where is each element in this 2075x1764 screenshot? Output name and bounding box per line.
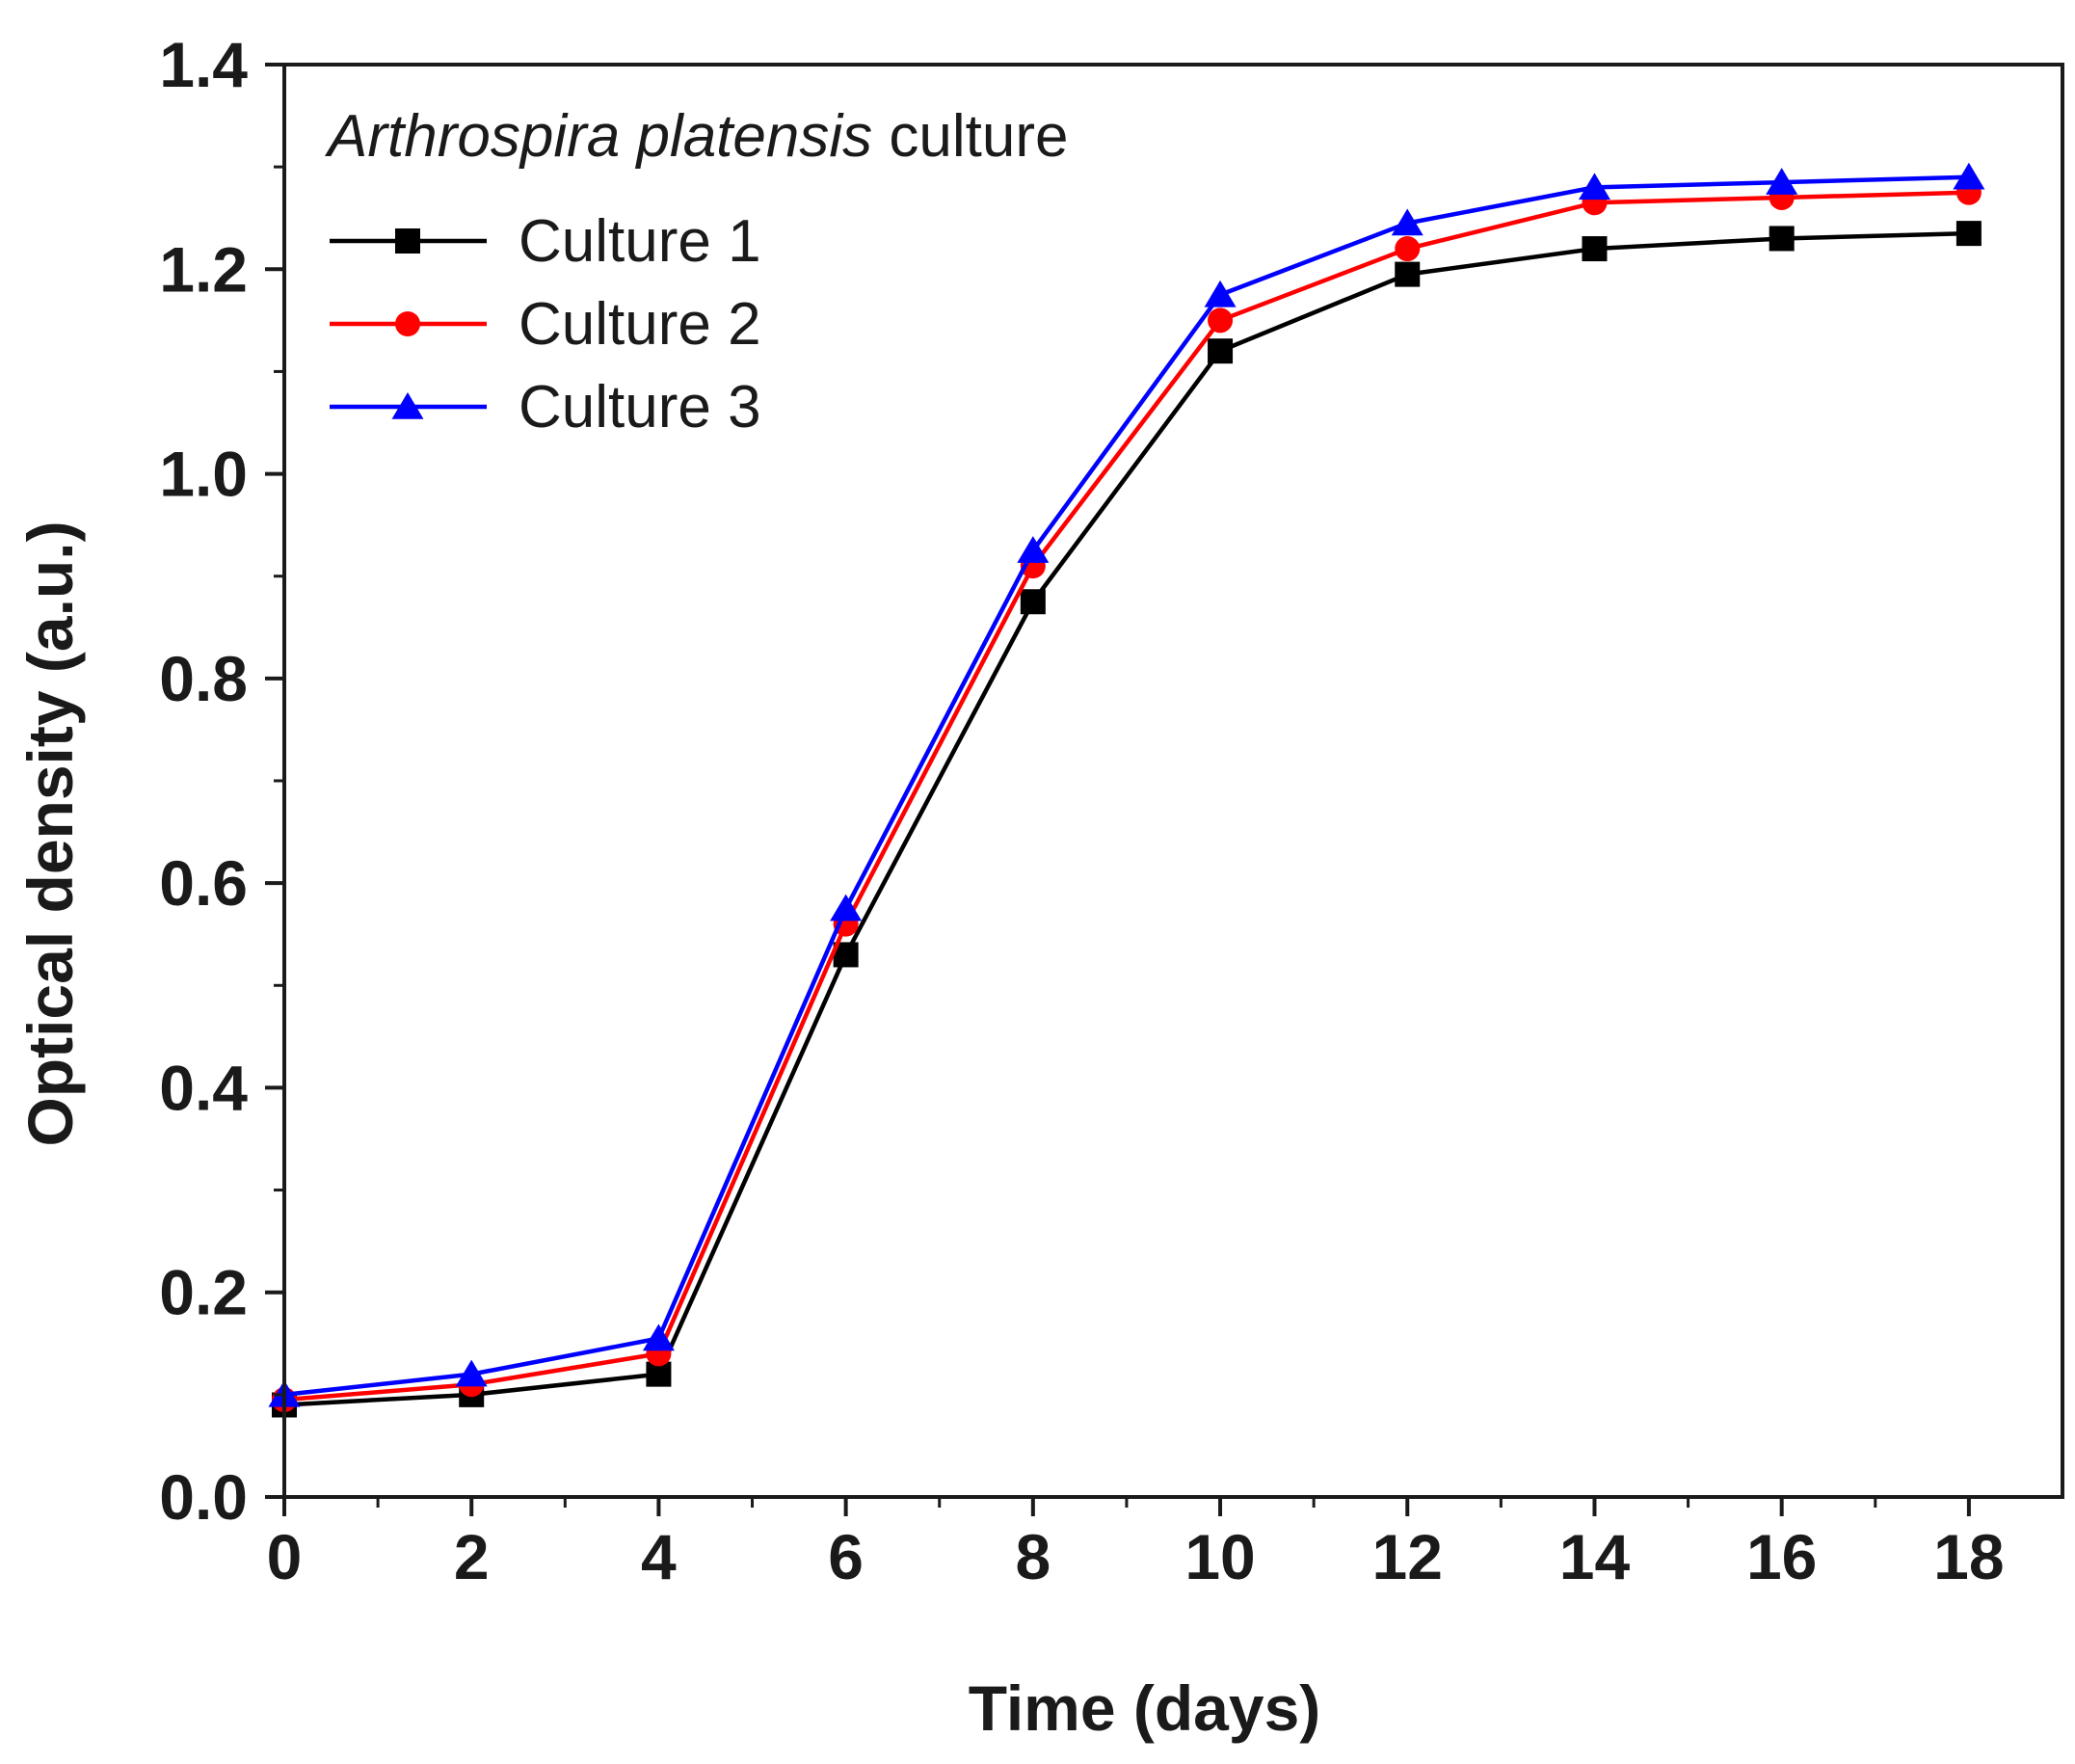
- y-tick-label: 0.0: [159, 1461, 248, 1533]
- x-tick-label: 12: [1372, 1521, 1443, 1592]
- data-point: [1208, 307, 1234, 334]
- data-point: [1769, 226, 1795, 252]
- data-point: [1391, 208, 1423, 236]
- x-tick-label: 4: [641, 1521, 677, 1592]
- data-point: [642, 1323, 675, 1351]
- data-point: [1017, 536, 1050, 563]
- x-tick-labels: 0 2 4 6 8 10 12 14 16 18: [267, 1521, 2005, 1592]
- legend-title-species: Arthrospira platensis: [324, 103, 872, 170]
- x-tick-label: 10: [1184, 1521, 1255, 1592]
- x-tick-label: 14: [1559, 1521, 1631, 1592]
- series-line: [283, 230, 1969, 1407]
- data-point: [1578, 173, 1610, 200]
- y-tick-label: 1.0: [159, 439, 248, 510]
- data-point: [1953, 162, 1985, 190]
- legend-title: Arthrospira platensis culture: [324, 103, 1068, 170]
- legend-entry-3: Culture 3: [330, 374, 761, 441]
- x-tick-label: 2: [454, 1521, 490, 1592]
- data-point: [1395, 261, 1421, 287]
- legend-title-suffix: culture: [872, 103, 1068, 170]
- tick-layer: [265, 63, 1971, 1516]
- legend-entries: Culture 1 Culture 2 Culture 3: [330, 208, 761, 441]
- x-tick-label: 6: [828, 1521, 864, 1592]
- legend-entry-2: Culture 2: [330, 291, 761, 358]
- legend-label: Culture 2: [519, 291, 761, 358]
- data-point: [1955, 221, 1982, 247]
- data-point: [830, 894, 863, 922]
- data-point: [1204, 280, 1237, 307]
- x-tick-label: 8: [1015, 1521, 1051, 1592]
- data-point: [1395, 236, 1421, 262]
- x-tick-label: 16: [1746, 1521, 1817, 1592]
- legend-marker: [395, 228, 420, 254]
- series-layer: [268, 162, 1985, 1418]
- legend: Arthrospira platensis culture Culture 1C…: [324, 103, 1068, 441]
- series-line: [283, 190, 1969, 1403]
- y-axis-title: Optical density (a.u.): [14, 521, 86, 1146]
- y-tick-labels: 0.0 0.2 0.4 0.6 0.8 1.0 1.2 1.4: [159, 29, 248, 1533]
- data-point: [1582, 236, 1608, 262]
- legend-label: Culture 1: [519, 208, 761, 275]
- series-3: [268, 162, 1985, 1407]
- data-point: [455, 1359, 488, 1387]
- y-tick-label: 0.4: [159, 1052, 248, 1123]
- legend-label: Culture 3: [519, 374, 761, 441]
- y-tick-label: 1.4: [159, 29, 248, 100]
- x-axis-title: Time (days): [969, 1672, 1321, 1744]
- legend-entry-1: Culture 1: [330, 208, 761, 275]
- legend-marker: [391, 392, 424, 419]
- x-tick-label: 0: [267, 1521, 303, 1592]
- data-point: [1766, 168, 1798, 195]
- y-tick-label: 0.8: [159, 643, 248, 714]
- data-point: [1208, 338, 1234, 364]
- data-point: [1020, 589, 1046, 615]
- y-tick-label: 0.2: [159, 1257, 248, 1328]
- x-tick-label: 18: [1933, 1521, 2004, 1592]
- y-tick-label: 1.2: [159, 233, 248, 305]
- y-tick-label: 0.6: [159, 847, 248, 919]
- series-line: [283, 174, 1969, 1398]
- legend-marker: [395, 311, 420, 336]
